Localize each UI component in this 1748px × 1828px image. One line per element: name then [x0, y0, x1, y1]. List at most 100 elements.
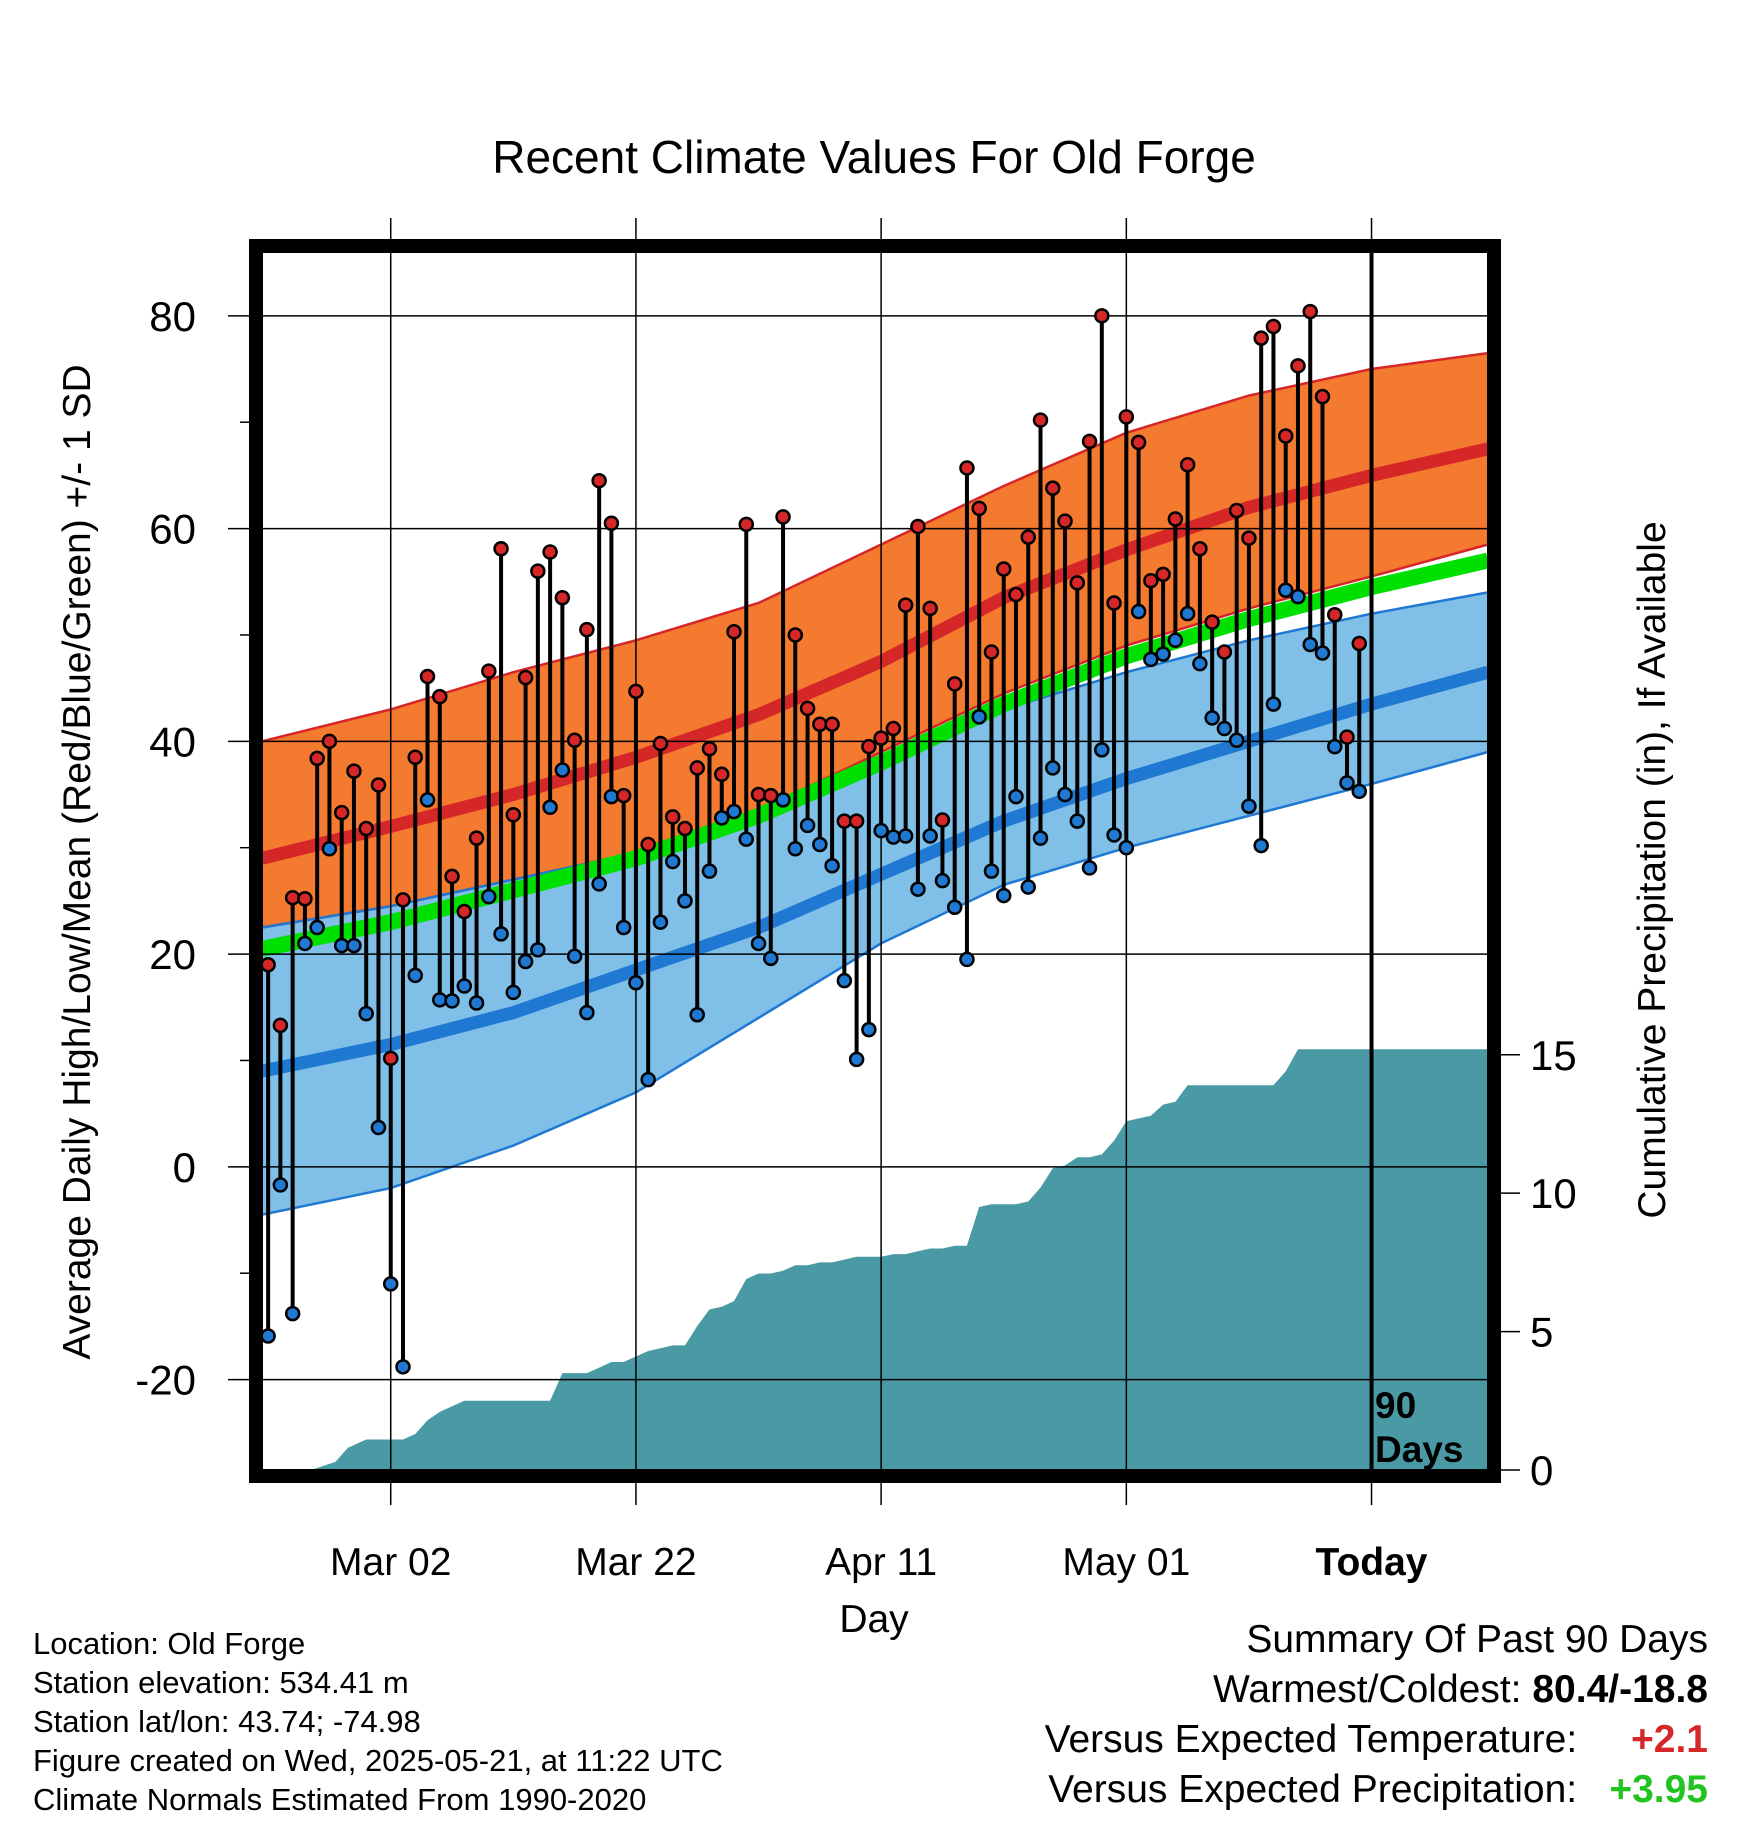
daily-low-point — [542, 799, 558, 816]
daily-high-point — [1020, 529, 1036, 545]
daily-high-point — [615, 787, 632, 804]
daily-high-point — [1314, 388, 1331, 405]
daily-high-point — [603, 515, 620, 532]
daily-high-point — [382, 1050, 399, 1067]
daily-low-point — [763, 950, 779, 967]
daily-low-point — [456, 978, 473, 994]
daily-low-point — [358, 1005, 374, 1022]
daily-high-point — [432, 688, 448, 705]
daily-high-point — [714, 766, 730, 783]
daily-low-point — [1057, 786, 1073, 803]
daily-low-point — [1143, 651, 1159, 668]
daily-low-point — [1351, 783, 1368, 800]
daily-high-point — [1143, 572, 1159, 589]
daily-low-point — [615, 919, 632, 936]
daily-high-point — [566, 732, 583, 749]
y2-tick-label: 15 — [1530, 1032, 1577, 1079]
daily-low-point — [346, 937, 362, 954]
daily-low-point — [885, 829, 902, 845]
daily-high-point — [1057, 513, 1073, 529]
daily-high-point — [1204, 614, 1220, 630]
daily-low-point — [566, 948, 583, 964]
daily-high-point — [971, 500, 987, 517]
y-tick-label: -20 — [135, 1357, 196, 1404]
daily-high-point — [530, 563, 546, 579]
daily-high-point — [1327, 606, 1343, 623]
daily-high-point — [1106, 595, 1122, 611]
low-normal-band — [262, 592, 1488, 1215]
daily-high-point — [1155, 566, 1171, 583]
daily-low-point — [775, 792, 791, 808]
daily-low-point — [1081, 860, 1098, 876]
daily-low-point — [407, 967, 423, 984]
daily-low-point — [1192, 655, 1208, 672]
info-created: Figure created on Wed, 2025-05-21, at 11… — [33, 1743, 723, 1778]
daily-high-point — [321, 733, 338, 750]
summary-panel: Summary Of Past 90 Days Warmest/Coldest:… — [1045, 1615, 1708, 1815]
temp-label: Versus Expected Temperature: — [1044, 1718, 1578, 1761]
daily-high-point — [1008, 586, 1024, 603]
daily-high-point — [787, 627, 804, 643]
y2-tick-label: 0 — [1530, 1447, 1553, 1494]
daily-low-point — [1020, 879, 1036, 895]
summary-title: Summary Of Past 90 Days — [1246, 1618, 1708, 1661]
daily-low-point — [530, 942, 546, 958]
daily-high-point — [579, 621, 595, 638]
daily-low-point — [284, 1305, 301, 1322]
precip-area — [262, 1049, 1488, 1470]
daily-low-point — [628, 975, 644, 991]
daily-low-point — [922, 828, 938, 844]
daily-high-point — [272, 1017, 289, 1034]
daily-low-point — [481, 888, 497, 905]
daily-low-point — [946, 899, 963, 916]
daily-low-point — [591, 876, 607, 892]
daily-low-point — [959, 951, 975, 968]
daily-high-point — [934, 812, 951, 828]
daily-low-point — [1032, 830, 1049, 846]
daily-high-point — [542, 544, 558, 560]
daily-low-point — [260, 1328, 276, 1344]
daily-low-point — [272, 1177, 289, 1193]
daily-high-point — [468, 830, 485, 846]
daily-low-point — [395, 1359, 411, 1375]
daily-high-point — [456, 903, 473, 920]
daily-high-point — [861, 738, 877, 755]
plot-frame — [249, 239, 1501, 1483]
chart-title: Recent Climate Values For Old Forge — [492, 131, 1256, 183]
daily-high-point — [824, 716, 840, 733]
summary-extremes: Warmest/Coldest: 80.4/-18.8 — [1045, 1665, 1708, 1715]
daily-low-point — [983, 863, 1000, 879]
x-tick-label: Today — [1316, 1541, 1428, 1584]
daily-low-point — [897, 828, 914, 844]
daily-high-point — [1130, 434, 1147, 451]
daily-high-point — [1228, 502, 1245, 519]
daily-low-point — [432, 992, 448, 1008]
daily-low-point — [493, 926, 509, 942]
daily-low-point — [1327, 738, 1343, 755]
daily-high-point — [946, 676, 963, 692]
daily-high-point — [799, 700, 816, 717]
daily-low-point — [873, 822, 889, 839]
daily-low-point — [444, 993, 460, 1009]
daily-high-point — [1118, 409, 1135, 425]
daily-high-point — [1167, 511, 1184, 527]
daily-low-point — [1265, 696, 1282, 712]
x-tick-label: Mar 22 — [575, 1541, 696, 1584]
daily-low-point — [1094, 742, 1110, 758]
daily-low-point — [1179, 605, 1196, 622]
y-axis-label: Average Daily High/Low/Mean (Red/Blue/Gr… — [56, 364, 99, 1359]
daily-low-point — [1241, 798, 1257, 814]
info-elevation: Station elevation: 534.41 m — [33, 1665, 409, 1700]
daily-high-point — [1351, 635, 1368, 652]
daily-high-point — [481, 663, 497, 679]
info-location: Location: Old Forge — [33, 1626, 306, 1661]
daily-low-point — [603, 788, 620, 805]
daily-high-point — [1241, 530, 1257, 546]
daily-low-point — [689, 1006, 705, 1023]
daily-low-point — [726, 803, 742, 820]
daily-low-point — [701, 863, 718, 879]
daily-low-point — [664, 853, 681, 870]
x-tick-label: Mar 02 — [330, 1541, 451, 1584]
y2-tick-label: 5 — [1530, 1309, 1553, 1356]
daily-low-point — [1069, 813, 1086, 829]
